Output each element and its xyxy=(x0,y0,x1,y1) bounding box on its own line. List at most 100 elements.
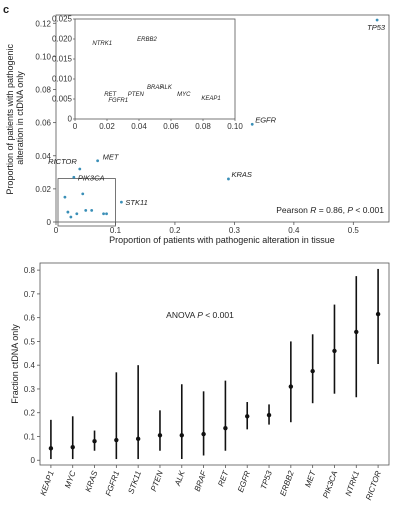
inset-x-tick-label: 0.06 xyxy=(163,122,179,131)
scatter-point xyxy=(90,209,94,212)
errorbar-category-label: MET xyxy=(303,469,318,489)
scatter-x-tick-label: 0.5 xyxy=(348,226,360,235)
scatter-y-axis-label-line2: alteration in ctDNA only xyxy=(15,71,25,165)
scatter-point xyxy=(72,175,76,179)
errorbar-category-label: KEAP1 xyxy=(39,470,56,497)
errorbar-category-label: RICTOR xyxy=(364,469,383,501)
errorbar-category-label: NTRK1 xyxy=(344,470,361,498)
scatter-plot: 0 0.02 0.04 0.06 0.08 0.10 0.12 0 0.1 0.2 0.3 0.4 0… xyxy=(5,14,390,245)
inset-x-tick-label: 0.08 xyxy=(195,122,211,131)
errorbar-category-label: PTEN xyxy=(149,469,165,492)
scatter-y-axis-label: Proportion of patients with pathogenic a… xyxy=(5,41,25,194)
scatter-y-axis-label-line1: Proportion of patients with pathogenic xyxy=(5,43,15,194)
scatter-point-label: MET xyxy=(103,153,120,162)
errorbar-point xyxy=(310,368,315,374)
inset-point-label: ERBB2 xyxy=(137,37,157,43)
scatter-x-axis-label: Proportion of patients with pathogenic a… xyxy=(109,235,335,245)
scatter-y-tick-label: 0.10 xyxy=(35,52,51,61)
errorbar-point xyxy=(201,431,206,437)
errorbar-point xyxy=(354,329,359,335)
scatter-y-tick-label: 0.12 xyxy=(35,19,51,28)
inset-x-tick-label: 0 xyxy=(73,122,78,131)
errorbar-point xyxy=(70,444,75,450)
scatter-point xyxy=(81,192,85,196)
errorbar-y-tick-label: 0.6 xyxy=(24,314,36,323)
inset-point-label: KEAP1 xyxy=(201,96,220,102)
inset-point-label: BRAF xyxy=(147,85,163,91)
errorbar-point xyxy=(92,439,97,444)
errorbar-point xyxy=(179,433,184,438)
errorbar-point xyxy=(135,436,141,442)
scatter-point-label: TP53 xyxy=(367,23,386,32)
scatter-x-tick-label: 0.1 xyxy=(110,226,122,235)
scatter-y-tick-label: 0 xyxy=(47,218,52,227)
errorbar-y-axis-label: Fraction ctDNA only xyxy=(10,324,20,404)
scatter-x-tick-label: 0.2 xyxy=(169,226,181,235)
errorbar-y-tick-label: 0.5 xyxy=(24,337,36,346)
errorbar-y-tick-label: 0.3 xyxy=(24,385,36,394)
errorbar-point xyxy=(375,311,381,317)
scatter-point-label: KRAS xyxy=(231,170,251,179)
scatter-point xyxy=(69,215,73,219)
errorbar-y-tick-label: 0.1 xyxy=(24,432,36,441)
scatter-point xyxy=(78,167,82,171)
inset-point-label: ALK xyxy=(160,85,173,91)
scatter-x-tick-label: 0.4 xyxy=(288,226,300,235)
scatter-point xyxy=(105,212,108,216)
scatter-y-tick-label: 0.02 xyxy=(35,185,51,194)
errorbar-plot: 0 0.1 0.2 0.3 0.4 0.5 0.6 0.7 0.8 KEAP1 MYC KRAS FG… xyxy=(10,262,390,501)
inset-x-tick-label: 0.10 xyxy=(227,122,243,131)
scatter-plot-frame xyxy=(55,14,390,223)
inset-plot: 0 0.005 0.010 0.015 0.020 0.025 0 0.02 0.04 0.06… xyxy=(52,15,243,132)
errorbar-category-label: FGFR1 xyxy=(104,470,121,498)
errorbar-category-label: MYC xyxy=(63,469,78,489)
inset-x-tick-label: 0.02 xyxy=(99,122,115,131)
inset-frame xyxy=(74,18,236,120)
errorbar-point xyxy=(223,425,228,431)
scatter-point xyxy=(250,122,254,126)
errorbar-point xyxy=(288,384,294,389)
errorbar-point xyxy=(157,433,163,438)
errorbar-y-tick-label: 0.8 xyxy=(24,266,36,275)
errorbar-category-label: ERBB2 xyxy=(278,469,296,497)
zoom-region-box xyxy=(57,178,116,227)
inset-point-label: PTEN xyxy=(128,92,145,98)
anova-annotation: ANOVA P < 0.001 xyxy=(166,310,234,320)
scatter-point xyxy=(84,209,88,212)
errorbar-y-tick-label: 0 xyxy=(31,456,36,465)
errorbar-y-tick-label: 0.2 xyxy=(24,409,36,418)
errorbar-category-label: EGFR xyxy=(236,469,252,493)
pearson-annotation: Pearson R = 0.86, P < 0.001 xyxy=(276,205,384,215)
inset-x-tick-label: 0.04 xyxy=(131,122,147,131)
scatter-point xyxy=(375,18,379,22)
scatter-point-label: STK11 xyxy=(125,198,147,207)
errorbar-category-label: RET xyxy=(216,469,230,488)
scatter-point xyxy=(96,159,100,163)
panel-letter: c xyxy=(3,4,9,16)
errorbar-plot-frame xyxy=(39,262,390,466)
errorbar-point xyxy=(48,446,54,451)
errorbar-category-label: TP53 xyxy=(259,469,274,491)
scatter-y-tick-label: 0.04 xyxy=(35,152,51,161)
scatter-point xyxy=(102,212,105,216)
inset-point-label: FGFR1 xyxy=(108,98,128,104)
scatter-point xyxy=(75,212,79,216)
scatter-point-label: RICTOR xyxy=(48,157,77,166)
errorbar-point xyxy=(266,412,272,418)
scatter-point xyxy=(66,210,70,214)
errorbar-category-label: KRAS xyxy=(83,469,99,493)
scatter-point xyxy=(63,195,67,199)
errorbar-point xyxy=(114,437,119,443)
scatter-point xyxy=(120,200,123,204)
scatter-x-tick-label: 0.3 xyxy=(229,226,241,235)
inset-y-tick-label: 0.015 xyxy=(52,55,73,64)
scatter-point-label: PIK3CA xyxy=(78,173,105,182)
scatter-x-tick-label: 0 xyxy=(54,226,59,235)
inset-point-label: RET xyxy=(104,92,117,98)
inset-y-tick-label: 0.010 xyxy=(52,75,73,84)
inset-point-label: NTRK1 xyxy=(92,41,112,47)
errorbar-y-tick-label: 0.7 xyxy=(24,290,36,299)
errorbar-category-label: PIK3CA xyxy=(321,470,339,500)
inset-point-label: MYC xyxy=(177,92,191,98)
